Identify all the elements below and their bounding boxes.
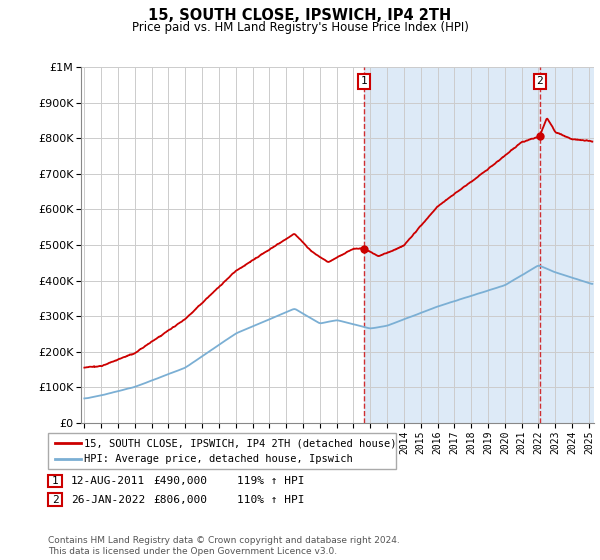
Text: £490,000: £490,000 bbox=[153, 476, 207, 486]
Text: HPI: Average price, detached house, Ipswich: HPI: Average price, detached house, Ipsw… bbox=[84, 454, 353, 464]
Text: 119% ↑ HPI: 119% ↑ HPI bbox=[237, 476, 305, 486]
Text: 1: 1 bbox=[52, 476, 59, 486]
Text: 1: 1 bbox=[361, 76, 367, 86]
Text: 2: 2 bbox=[52, 494, 59, 505]
Text: 26-JAN-2022: 26-JAN-2022 bbox=[71, 494, 145, 505]
Text: £806,000: £806,000 bbox=[153, 494, 207, 505]
Text: 15, SOUTH CLOSE, IPSWICH, IP4 2TH (detached house): 15, SOUTH CLOSE, IPSWICH, IP4 2TH (detac… bbox=[84, 438, 397, 449]
Text: Price paid vs. HM Land Registry's House Price Index (HPI): Price paid vs. HM Land Registry's House … bbox=[131, 21, 469, 34]
Text: 12-AUG-2011: 12-AUG-2011 bbox=[71, 476, 145, 486]
Text: 2: 2 bbox=[536, 76, 543, 86]
Bar bbox=[364, 67, 594, 423]
Text: 15, SOUTH CLOSE, IPSWICH, IP4 2TH: 15, SOUTH CLOSE, IPSWICH, IP4 2TH bbox=[148, 8, 452, 24]
Text: Contains HM Land Registry data © Crown copyright and database right 2024.
This d: Contains HM Land Registry data © Crown c… bbox=[48, 536, 400, 556]
Text: 110% ↑ HPI: 110% ↑ HPI bbox=[237, 494, 305, 505]
